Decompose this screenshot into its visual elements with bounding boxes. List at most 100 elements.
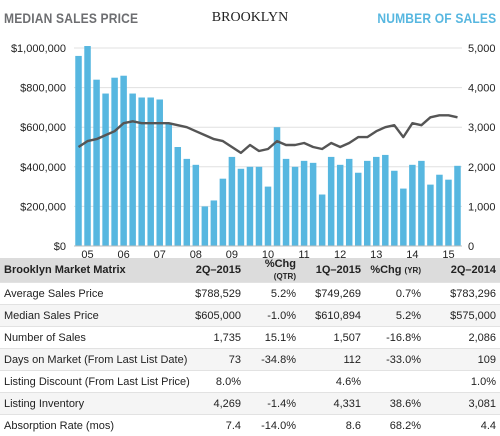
bar xyxy=(382,155,388,246)
bar xyxy=(256,167,262,246)
row-label: Listing Inventory xyxy=(0,393,185,415)
bar xyxy=(409,165,415,246)
bar xyxy=(211,200,217,246)
bar xyxy=(418,161,424,246)
chart-svg: $0$200,000$400,000$600,000$800,000$1,000… xyxy=(0,0,500,258)
y-left-tick-label: $400,000 xyxy=(20,162,66,174)
x-tick-label: 14 xyxy=(406,249,418,258)
bar xyxy=(391,171,397,246)
value-1q-2015: 4.6% xyxy=(300,371,365,393)
value-2q-2015: $605,000 xyxy=(185,305,245,327)
value-1q-2015: $749,269 xyxy=(300,283,365,305)
header-chg-yr: %Chg (YR) xyxy=(365,258,425,283)
chg-qtr: -1.4% xyxy=(245,393,300,415)
bar xyxy=(373,157,379,246)
header-chg-qtr-label: %Chg xyxy=(265,258,296,270)
row-label: Absorption Rate (mos) xyxy=(0,415,185,436)
bar xyxy=(355,173,361,246)
x-tick-label: 08 xyxy=(190,249,202,258)
header-chg-yr-unit: (YR) xyxy=(405,266,421,275)
header-chg-yr-label: %Chg xyxy=(370,264,401,276)
bar xyxy=(93,80,99,246)
chg-yr: 38.6% xyxy=(365,393,425,415)
market-matrix-table: Brooklyn Market Matrix 2Q–2015 %Chg (QTR… xyxy=(0,258,500,436)
bar xyxy=(265,187,271,246)
value-2q-2014: 4.4 xyxy=(425,415,500,436)
bar xyxy=(202,206,208,246)
value-1q-2015: 8.6 xyxy=(300,415,365,436)
chg-yr: 5.2% xyxy=(365,305,425,327)
value-2q-2014: 2,086 xyxy=(425,327,500,349)
value-2q-2014: 1.0% xyxy=(425,371,500,393)
chg-qtr: -1.0% xyxy=(245,305,300,327)
chg-yr: -16.8% xyxy=(365,327,425,349)
chg-qtr: -14.0% xyxy=(245,415,300,436)
row-label: Listing Discount (From Last List Price) xyxy=(0,371,185,393)
value-2q-2015: $788,529 xyxy=(185,283,245,305)
header-chg-qtr: %Chg (QTR) xyxy=(245,258,300,283)
y-right-tick-label: 4,000 xyxy=(468,83,496,95)
bar xyxy=(147,98,153,247)
chg-yr: -33.0% xyxy=(365,349,425,371)
y-left-tick-label: $1,000,000 xyxy=(11,43,66,55)
bar xyxy=(220,179,226,246)
value-2q-2015: 73 xyxy=(185,349,245,371)
y-right-tick-label: 1,000 xyxy=(468,201,496,213)
bar xyxy=(319,195,325,246)
header-chg-qtr-unit: (QTR) xyxy=(274,272,296,281)
row-label: Days on Market (From Last List Date) xyxy=(0,349,185,371)
y-right-tick-label: 0 xyxy=(468,241,474,253)
bar xyxy=(120,76,126,246)
bar xyxy=(138,98,144,247)
chart-area: MEDIAN SALES PRICE BROOKLYN NUMBER OF SA… xyxy=(0,0,500,258)
value-2q-2015: 1,735 xyxy=(185,327,245,349)
value-1q-2015: $610,894 xyxy=(300,305,365,327)
bar xyxy=(156,99,162,246)
x-tick-label: 05 xyxy=(81,249,93,258)
x-tick-label: 10 xyxy=(262,249,274,258)
value-2q-2014: 3,081 xyxy=(425,393,500,415)
y-right-tick-label: 3,000 xyxy=(468,122,496,134)
bar xyxy=(445,180,451,246)
header-2q-2014: 2Q–2014 xyxy=(425,258,500,283)
bar xyxy=(310,163,316,246)
header-matrix-title: Brooklyn Market Matrix xyxy=(0,258,185,283)
bar xyxy=(111,78,117,246)
y-left-tick-label: $800,000 xyxy=(20,83,66,95)
header-1q-2015: 1Q–2015 xyxy=(300,258,365,283)
bar xyxy=(301,161,307,246)
row-label: Number of Sales xyxy=(0,327,185,349)
value-1q-2015: 4,331 xyxy=(300,393,365,415)
y-left-tick-label: $600,000 xyxy=(20,122,66,134)
y-right-tick-label: 5,000 xyxy=(468,43,496,55)
chg-yr: 68.2% xyxy=(365,415,425,436)
y-left-tick-label: $0 xyxy=(54,241,66,253)
x-tick-label: 12 xyxy=(334,249,346,258)
bar xyxy=(283,159,289,246)
header-2q-2015: 2Q–2015 xyxy=(185,258,245,283)
chg-qtr: -34.8% xyxy=(245,349,300,371)
bar xyxy=(328,157,334,246)
value-2q-2015: 8.0% xyxy=(185,371,245,393)
bar xyxy=(436,175,442,246)
value-1q-2015: 112 xyxy=(300,349,365,371)
bar xyxy=(84,46,90,246)
chg-yr: 0.7% xyxy=(365,283,425,305)
row-label: Average Sales Price xyxy=(0,283,185,305)
bar xyxy=(75,56,81,246)
chg-qtr xyxy=(245,371,300,393)
bar xyxy=(238,169,244,246)
y-right-tick-label: 2,000 xyxy=(468,162,496,174)
value-2q-2015: 7.4 xyxy=(185,415,245,436)
chg-qtr: 15.1% xyxy=(245,327,300,349)
bar xyxy=(400,189,406,246)
x-tick-label: 11 xyxy=(298,249,309,258)
value-2q-2014: $783,296 xyxy=(425,283,500,305)
bar xyxy=(454,166,460,246)
row-label: Median Sales Price xyxy=(0,305,185,327)
